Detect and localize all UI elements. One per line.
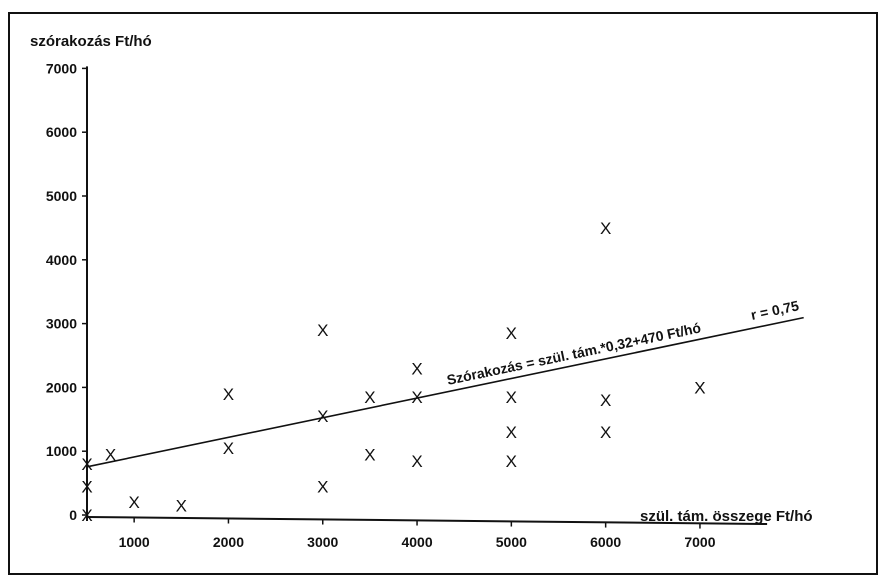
data-point: X [105, 445, 116, 464]
data-point: X [81, 477, 92, 496]
data-point: X [364, 388, 375, 407]
data-point: X [694, 378, 705, 397]
x-tick-label: 1000 [119, 534, 150, 550]
data-point: X [317, 477, 328, 496]
data-point: X [600, 391, 611, 410]
data-point: X [506, 452, 517, 471]
data-point: X [317, 407, 328, 426]
x-axis-title: szül. tám. összege Ft/hó [640, 508, 813, 525]
r-label: r = 0,75 [749, 297, 800, 323]
x-tick-label: 4000 [401, 534, 432, 550]
x-tick-label: 2000 [213, 534, 244, 550]
y-axis-title: szórakozás Ft/hó [30, 33, 152, 50]
equation-label: Szórakozás = szül. tám.*0,32+470 Ft/hó [445, 319, 702, 387]
axes: 0 1000 2000 3000 4000 5000 6000 7000 1000 2000 300… [46, 60, 768, 550]
y-tick-label: 4000 [46, 252, 77, 268]
data-point: X [317, 321, 328, 340]
data-point: X [128, 493, 139, 512]
y-tick-label: 5000 [46, 188, 77, 204]
data-point: X [411, 359, 422, 378]
data-point: X [81, 506, 92, 525]
y-tick-label: 2000 [46, 379, 77, 395]
y-tick-label: 6000 [46, 124, 77, 140]
y-tick-label: 0 [69, 507, 77, 523]
data-point: X [223, 385, 234, 404]
data-point: X [176, 496, 187, 515]
y-tick-label: 1000 [46, 443, 77, 459]
data-point: X [506, 324, 517, 343]
data-point: X [506, 423, 517, 442]
chart-frame [8, 12, 878, 575]
data-point: X [411, 388, 422, 407]
data-point: X [411, 452, 422, 471]
y-tick-label: 3000 [46, 316, 77, 332]
data-point: X [223, 439, 234, 458]
data-point: X [506, 388, 517, 407]
y-tick-label: 7000 [46, 60, 77, 76]
x-tick-label: 6000 [590, 534, 621, 550]
data-point: X [81, 455, 92, 474]
data-point: X [600, 219, 611, 238]
data-point: X [600, 423, 611, 442]
data-point: X [364, 445, 375, 464]
x-tick-label: 5000 [496, 534, 527, 550]
x-tick-label: 7000 [684, 534, 715, 550]
trend-line [86, 316, 804, 468]
x-axis-line [86, 516, 768, 525]
x-tick-label: 3000 [307, 534, 338, 550]
